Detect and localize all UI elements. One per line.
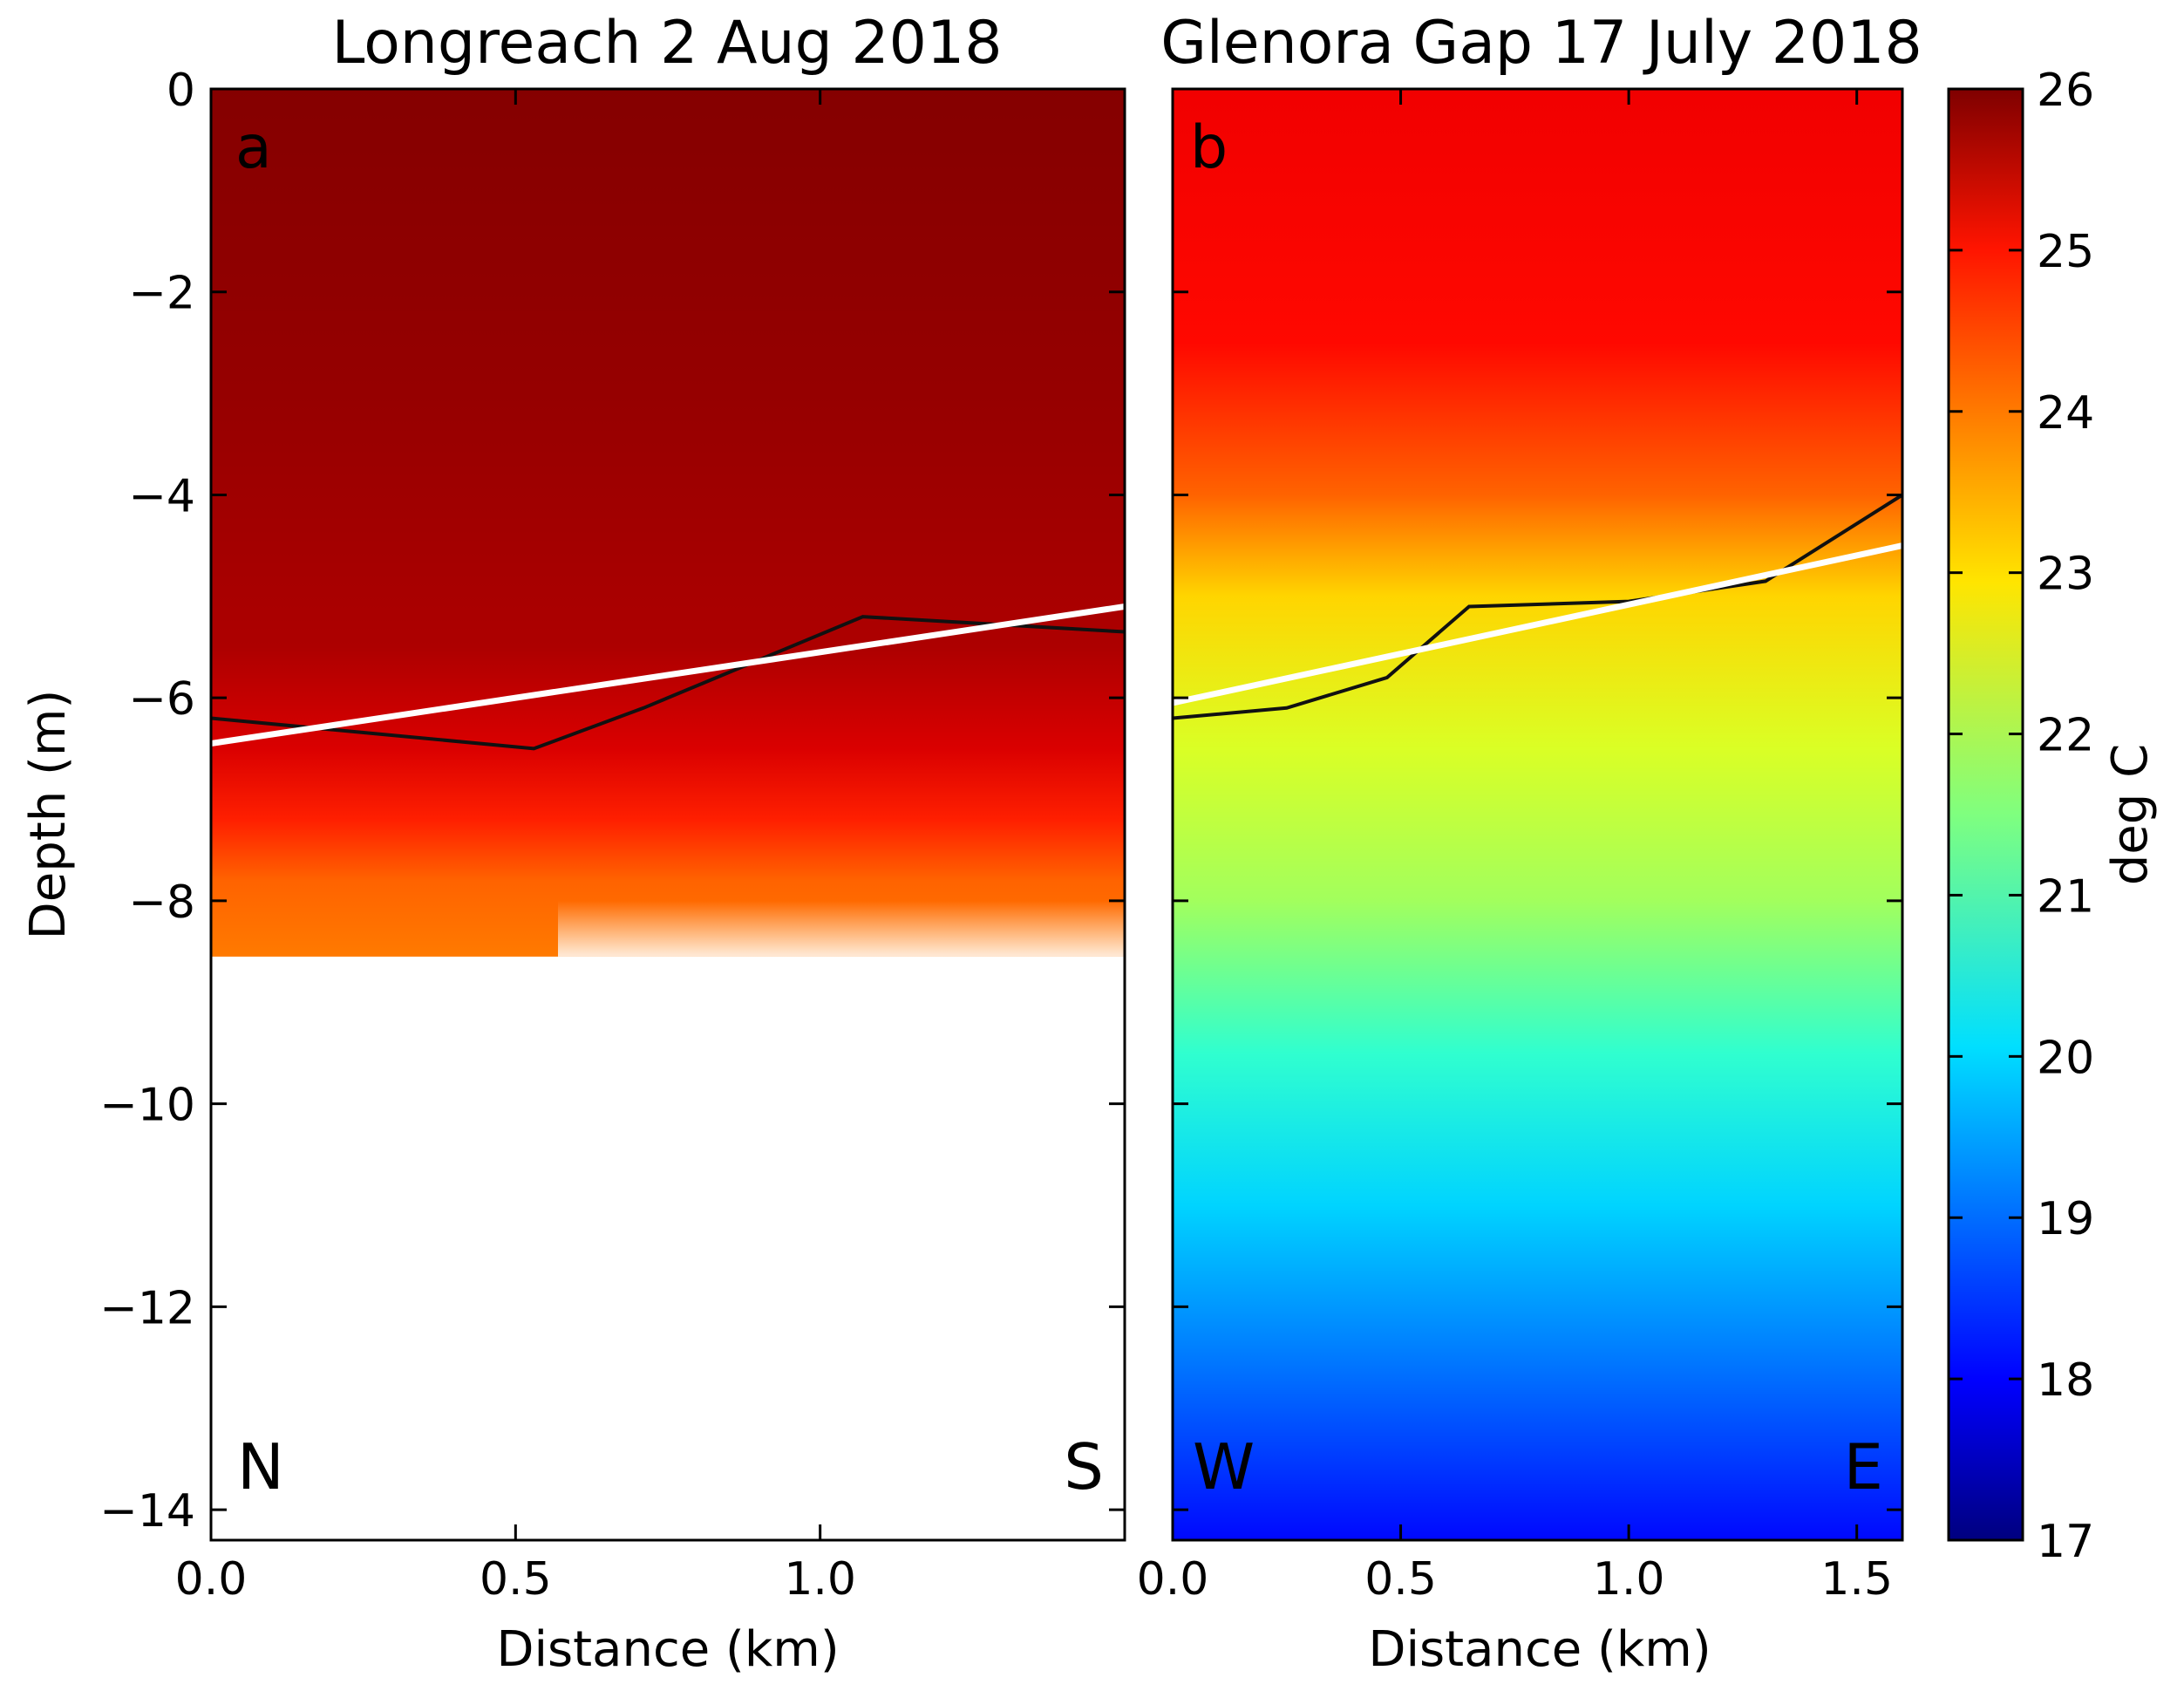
y-tick-label: 0 — [167, 65, 195, 117]
x-tick-label: 1.5 — [1820, 1553, 1893, 1606]
colorbar-label: deg C — [2102, 744, 2159, 885]
y-tick-label: −10 — [99, 1080, 195, 1132]
panel-a-label: a — [235, 113, 272, 182]
panel-a-x-axis: 0.0 0.5 1.0 — [175, 89, 856, 1606]
panel-b-white-line — [1173, 542, 1902, 706]
colorbar-ticks: 26 25 24 23 22 21 20 19 18 17 — [1949, 65, 2094, 1568]
panel-b-x-axis: 0.0 0.5 1.0 1.5 — [1137, 89, 1893, 1606]
x-tick-label: 0.5 — [1364, 1553, 1437, 1606]
panel-a-y-axis: 0 −2 −4 −6 −8 −10 −12 −14 — [99, 65, 1125, 1538]
panel-a: Longreach 2 Aug 2018 0−2−4−6−8−10−12−14 … — [20, 9, 1126, 1678]
y-tick-label: −12 — [99, 1282, 195, 1334]
panel-b-label: b — [1190, 113, 1228, 182]
panel-b-frame — [1171, 87, 1904, 1542]
x-tick-label: 0.5 — [480, 1553, 552, 1606]
y-tick-label: −14 — [99, 1485, 195, 1538]
colorbar-gradient — [1947, 87, 2024, 1542]
colorbar-tick-label: 22 — [2037, 710, 2094, 762]
y-tick-label: −6 — [128, 673, 195, 726]
x-tick-label: 1.0 — [784, 1553, 856, 1606]
y-axis-label: Depth (m) — [20, 690, 77, 940]
colorbar-tick-label: 26 — [2037, 65, 2094, 117]
panel-b-y-ticks — [1173, 87, 1902, 1511]
colorbar-tick-label: 23 — [2037, 549, 2094, 601]
colorbar-tick-label: 18 — [2037, 1354, 2094, 1407]
panel-a-xlabel: Distance (km) — [496, 1621, 839, 1678]
y-tick-label: −4 — [128, 470, 195, 522]
panel-a-bottom-shading — [558, 900, 1125, 957]
panel-a-black-line — [211, 615, 1125, 751]
colorbar: 26 25 24 23 22 21 20 19 18 17 deg C — [1947, 65, 2159, 1568]
colorbar-tick-label: 25 — [2037, 226, 2094, 278]
panel-b-black-line — [1173, 493, 1902, 720]
panel-b-title: Glenora Gap 17 July 2018 — [1160, 9, 1922, 78]
panel-a-frame — [209, 87, 1126, 1542]
panel-b-corner-left: W — [1193, 1430, 1255, 1504]
colorbar-tick-label: 17 — [2037, 1516, 2094, 1568]
y-tick-label: −8 — [128, 876, 195, 929]
panel-b: Glenora Gap 17 July 2018 0.0 0.5 1.0 1.5 b … — [1137, 9, 1922, 1678]
x-tick-label: 0.0 — [1137, 1553, 1209, 1606]
panel-a-white-line — [211, 604, 1125, 747]
panel-a-temperature-field — [211, 89, 1125, 957]
panel-b-temperature-field — [1173, 89, 1902, 1540]
colorbar-tick-label: 21 — [2037, 870, 2094, 923]
colorbar-tick-label: 20 — [2037, 1032, 2094, 1084]
y-tick-label: −2 — [128, 268, 195, 320]
colorbar-tick-label: 24 — [2037, 387, 2094, 440]
colorbar-tick-label: 19 — [2037, 1193, 2094, 1245]
panel-b-xlabel: Distance (km) — [1368, 1621, 1711, 1678]
panel-b-corner-right: E — [1844, 1430, 1884, 1504]
panel-a-corner-left: N — [237, 1430, 284, 1504]
x-tick-label: 0.0 — [175, 1553, 248, 1606]
panel-a-title: Longreach 2 Aug 2018 — [332, 9, 1003, 78]
x-tick-label: 1.0 — [1593, 1553, 1665, 1606]
panel-a-corner-right: S — [1064, 1430, 1104, 1504]
